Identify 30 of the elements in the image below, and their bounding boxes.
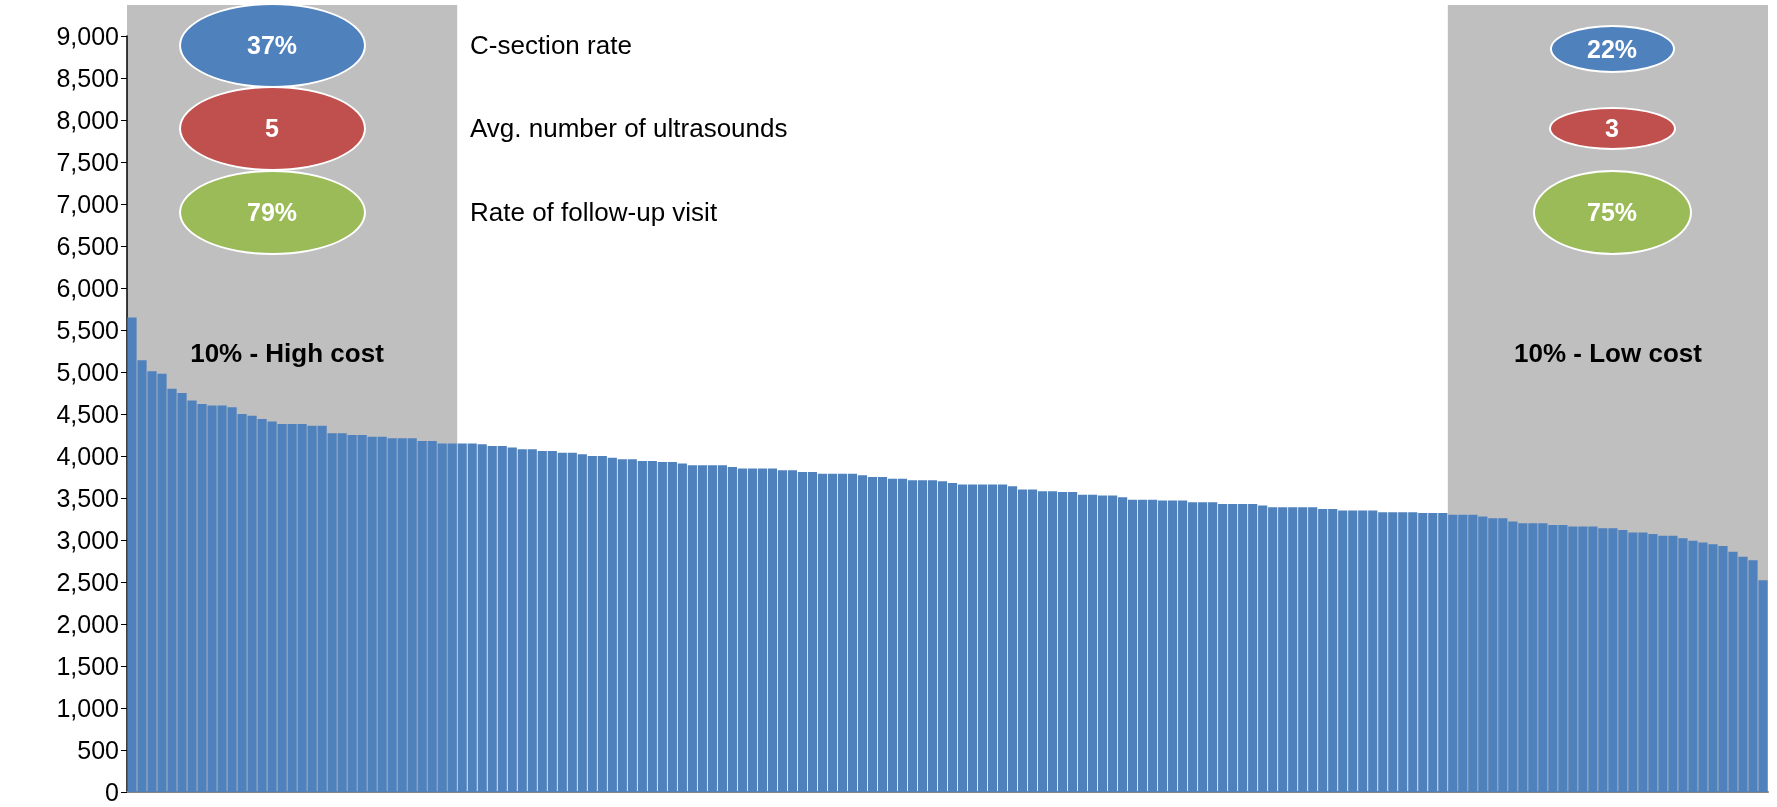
annotation: Avg. number of ultrasounds — [470, 112, 788, 144]
y-tick-label: 0 — [105, 778, 119, 806]
y-tick-label: 2,000 — [56, 610, 119, 638]
y-tick-label: 3,000 — [56, 526, 119, 554]
y-tick-label: 6,000 — [56, 274, 119, 302]
annotation: Rate of follow-up visit — [470, 196, 718, 228]
y-tick-label: 5,000 — [56, 358, 119, 386]
y-tick-label: 3,500 — [56, 484, 119, 512]
y-tick-label: 7,500 — [56, 148, 119, 176]
y-tick-label: 1,000 — [56, 694, 119, 722]
annotation: 10% - High cost — [190, 337, 384, 369]
y-tick-label: 8,500 — [56, 64, 119, 92]
y-tick-label: 8,000 — [56, 106, 119, 134]
annotation: 22% — [1586, 34, 1638, 64]
annotation: 3 — [1605, 113, 1619, 143]
annotation: 10% - Low cost — [1514, 337, 1702, 369]
annotation: C-section rate — [470, 29, 632, 61]
y-tick-label: 9,000 — [56, 22, 119, 50]
y-tick-label: 6,500 — [56, 232, 119, 260]
annotation: 37% — [246, 30, 298, 60]
y-tick-label: 500 — [77, 736, 119, 764]
y-tick-label: 4,000 — [56, 442, 119, 470]
y-tick-label: 1,500 — [56, 652, 119, 680]
annotation: 5 — [265, 113, 279, 143]
y-tick-label: 5,500 — [56, 316, 119, 344]
annotation: 75% — [1586, 197, 1638, 227]
y-tick-label: 7,000 — [56, 190, 119, 218]
y-tick-label: 2,500 — [56, 568, 119, 596]
y-tick-label: 4,500 — [56, 400, 119, 428]
annotation: 79% — [246, 197, 298, 227]
